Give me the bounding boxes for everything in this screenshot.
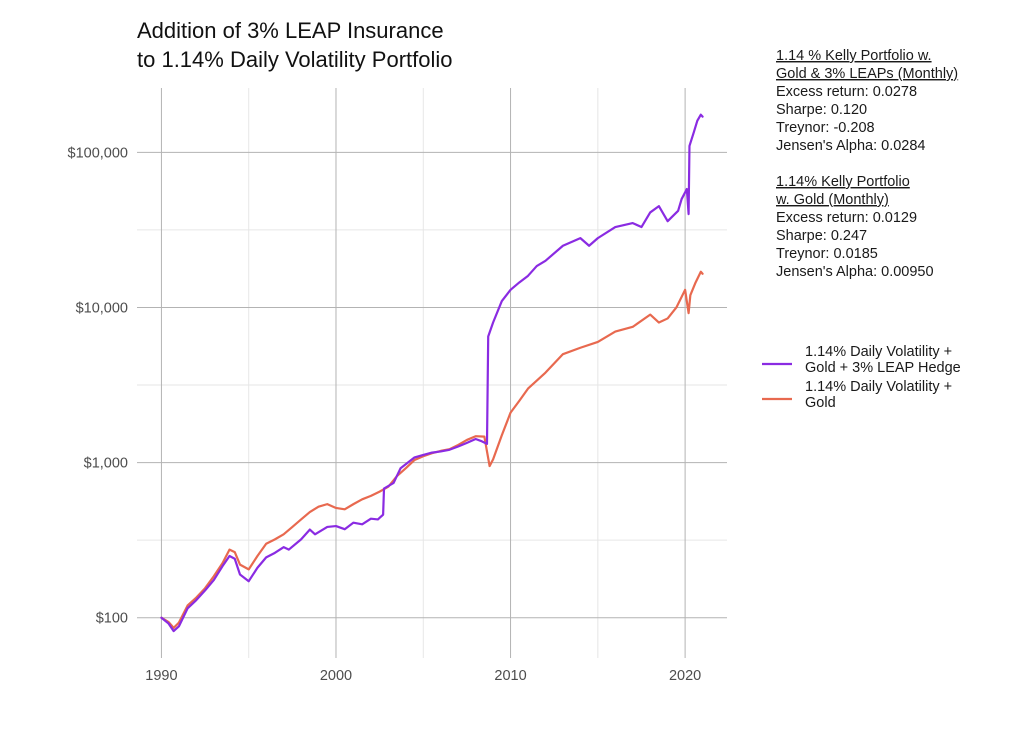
y-tick-label: $1,000 [84,456,128,472]
legend-label-1: 1.14% Daily Volatility + [805,344,952,360]
x-tick-label: 2010 [494,668,526,684]
y-tick-label: $10,000 [76,300,128,316]
x-tick-label: 2000 [320,668,352,684]
y-tick-label: $100,000 [68,145,128,161]
series-line-1 [160,113,704,633]
stats-1-header: Gold & 3% LEAPs (Monthly) [776,66,958,82]
chart-title-line-1: Addition of 3% LEAP Insurance [137,18,444,43]
series-line-2 [160,270,704,629]
series-lines [160,113,704,633]
legend-label-1: Gold + 3% LEAP Hedge [805,360,961,376]
stats-2-line: Jensen's Alpha: 0.00950 [776,264,934,280]
stats-panel: 1.14 % Kelly Portfolio w. Gold & 3% LEAPs… [775,48,958,280]
stats-2-header: w. Gold (Monthly) [775,192,889,208]
stats-1-line: Excess return: 0.0278 [776,84,917,100]
chart-title-line-2: to 1.14% Daily Volatility Portfolio [137,47,453,72]
stats-1-line: Sharpe: 0.120 [776,102,867,118]
legend: 1.14% Daily Volatility +Gold + 3% LEAP H… [762,344,961,411]
stats-1-line: Treynor: -0.208 [776,120,875,136]
axis-labels: 1990 2000 2010 2020 $100 $1,000 $10,000 $100,00… [68,145,702,684]
grid [137,88,727,658]
stats-1-line: Jensen's Alpha: 0.0284 [776,138,926,154]
stats-2-line: Treynor: 0.0185 [776,246,878,262]
x-tick-label: 1990 [145,668,177,684]
x-tick-label: 2020 [669,668,701,684]
legend-label-2: 1.14% Daily Volatility + [805,379,952,395]
legend-label-2: Gold [805,395,836,411]
y-tick-label: $100 [96,611,128,627]
stats-2-line: Sharpe: 0.247 [776,228,867,244]
stats-2-line: Excess return: 0.0129 [776,210,917,226]
stats-1-header: 1.14 % Kelly Portfolio w. [776,48,932,64]
stats-2-header: 1.14% Kelly Portfolio [776,174,910,190]
